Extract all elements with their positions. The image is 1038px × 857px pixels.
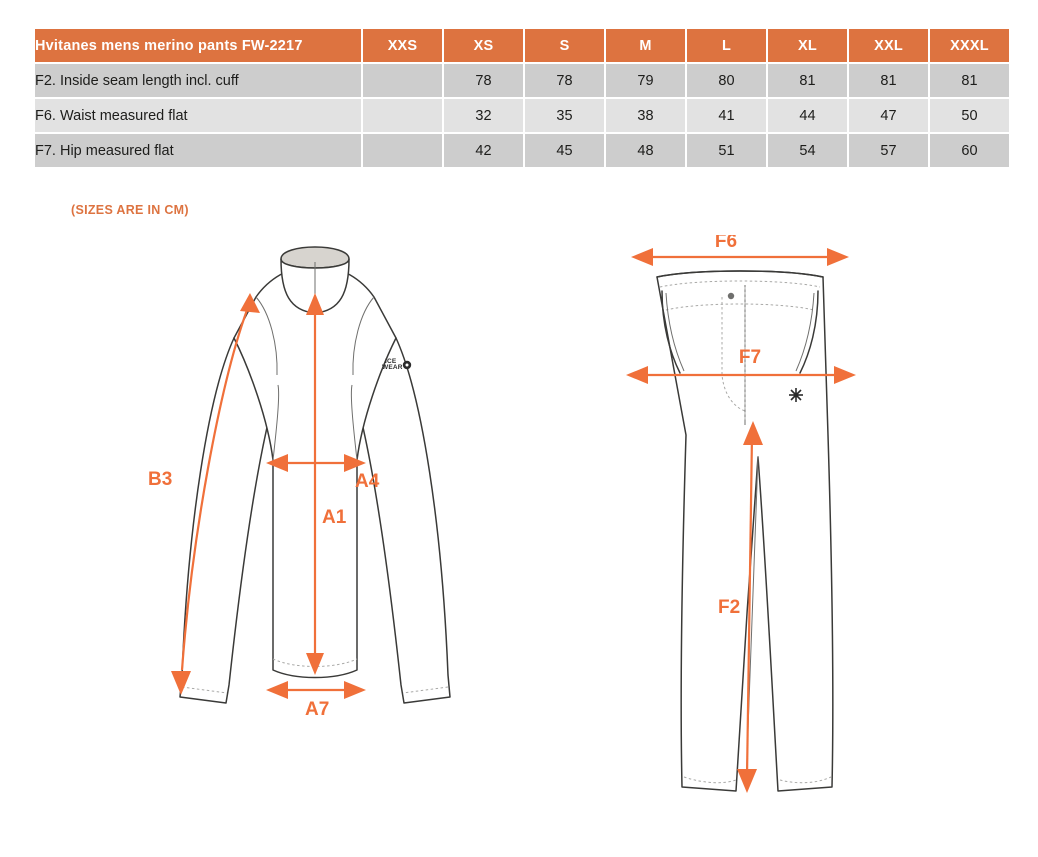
svg-text:ICE: ICE: [385, 358, 397, 365]
measure-a4-label: A4: [355, 471, 380, 492]
measure-a1: A1: [306, 293, 347, 675]
pants-button-icon: [727, 292, 735, 300]
cell-f2-xs: 78: [444, 64, 523, 97]
cell-f6-s: 35: [525, 99, 604, 132]
cell-f6-xl: 44: [768, 99, 847, 132]
cell-f2-xxxl: 81: [930, 64, 1009, 97]
cell-f6-xs: 32: [444, 99, 523, 132]
ice-wear-emblem-center: [405, 363, 409, 367]
cell-f6-xxxl: 50: [930, 99, 1009, 132]
cell-f2-s: 78: [525, 64, 604, 97]
pants-right-pocket-inner: [795, 292, 815, 372]
measure-a7: A7: [266, 681, 366, 720]
table-header-row: Hvitanes mens merino pants FW-2217 XXS X…: [35, 29, 1009, 62]
measurement-label-f7: F7. Hip measured flat: [35, 134, 361, 167]
measure-f2-arrowhead-top: [743, 421, 763, 445]
measure-f6-label: F6: [715, 235, 737, 252]
ice-wear-logo: ICE WEAR: [382, 358, 412, 371]
measure-a1-arrowhead-bottom: [306, 653, 324, 675]
pants-waistband-top: [656, 270, 824, 278]
pants-right-cuff-hem: [779, 776, 832, 784]
svg-text:WEAR: WEAR: [382, 364, 403, 371]
cell-f7-xs: 42: [444, 134, 523, 167]
sweater-left-armhole: [272, 384, 280, 461]
size-header-s: S: [525, 29, 604, 62]
cell-f6-xxs: [363, 99, 442, 132]
table-row: F7. Hip measured flat 42 45 48 51 54 57 …: [35, 134, 1009, 167]
cell-f2-xxs: [363, 64, 442, 97]
measure-b3: B3: [148, 293, 260, 695]
cell-f2-m: 79: [606, 64, 685, 97]
measure-f7-arrowhead-right: [834, 366, 856, 384]
size-chart-table-container: Hvitanes mens merino pants FW-2217 XXS X…: [33, 27, 1010, 169]
size-header-xl: XL: [768, 29, 847, 62]
sizes-unit-note: (SIZES ARE IN CM): [71, 203, 189, 217]
measure-f6-arrowhead-right: [827, 248, 849, 266]
measure-a7-label: A7: [305, 699, 329, 720]
measure-b3-arrowhead-top: [240, 293, 260, 313]
cell-f7-s: 45: [525, 134, 604, 167]
cell-f6-l: 41: [687, 99, 766, 132]
measure-b3-arrowhead-bottom: [171, 671, 191, 695]
cell-f2-xxl: 81: [849, 64, 928, 97]
pants-right-pocket: [799, 290, 819, 374]
sweater-left-yoke-seam: [255, 296, 278, 376]
cell-f7-m: 48: [606, 134, 685, 167]
size-chart-table: Hvitanes mens merino pants FW-2217 XXS X…: [33, 27, 1011, 169]
measure-f6-arrowhead-left: [631, 248, 653, 266]
measure-f7-arrowhead-left: [626, 366, 648, 384]
cell-f6-m: 38: [606, 99, 685, 132]
measure-f7: F7: [626, 347, 856, 384]
pants-waistband-bottom: [659, 280, 821, 288]
sweater-technical-drawing: ICE WEAR B3 A4 A1: [148, 246, 451, 720]
sweater-right-armhole: [350, 384, 358, 461]
cell-f2-xl: 81: [768, 64, 847, 97]
measure-f2-label: F2: [718, 597, 740, 618]
measure-a7-arrowhead-right: [344, 681, 366, 699]
cell-f7-xl: 54: [768, 134, 847, 167]
measure-a1-label: A1: [322, 507, 347, 528]
measure-f2-arrowhead-bottom: [737, 769, 757, 793]
measure-b3-label: B3: [148, 469, 172, 490]
cell-f7-l: 51: [687, 134, 766, 167]
cell-f7-xxxl: 60: [930, 134, 1009, 167]
pants-left-pocket: [661, 290, 681, 374]
measurement-label-f2: F2. Inside seam length incl. cuff: [35, 64, 361, 97]
table-row: F6. Waist measured flat 32 35 38 41 44 4…: [35, 99, 1009, 132]
measure-a7-arrowhead-left: [266, 681, 288, 699]
pants-left-pocket-inner: [665, 292, 685, 372]
measure-a4-arrowhead-left: [266, 454, 288, 472]
size-header-m: M: [606, 29, 685, 62]
cell-f7-xxl: 57: [849, 134, 928, 167]
sweater-right-sleeve: [351, 337, 451, 704]
cell-f6-xxl: 47: [849, 99, 928, 132]
pants-body: [656, 270, 834, 792]
measure-f2-line: [745, 434, 754, 778]
size-header-xs: XS: [444, 29, 523, 62]
snowflake-badge-icon: [789, 388, 803, 402]
measure-f6: F6: [631, 235, 849, 266]
measure-f7-label: F7: [739, 347, 761, 368]
technical-drawings-area: ICE WEAR B3 A4 A1: [0, 235, 1038, 855]
table-title-cell: Hvitanes mens merino pants FW-2217: [35, 29, 361, 62]
size-header-xxxl: XXXL: [930, 29, 1009, 62]
size-header-xxs: XXS: [363, 29, 442, 62]
sweater-right-yoke-seam: [352, 296, 375, 376]
measure-a4-arrowhead-right: [344, 454, 366, 472]
pants-technical-drawing: F6 F7 F2: [626, 235, 856, 793]
measure-b3-line: [180, 309, 249, 671]
pants-fly-stitch: [721, 297, 746, 412]
cell-f2-l: 80: [687, 64, 766, 97]
cell-f7-xxs: [363, 134, 442, 167]
table-row: F2. Inside seam length incl. cuff 78 78 …: [35, 64, 1009, 97]
size-header-l: L: [687, 29, 766, 62]
size-header-xxl: XXL: [849, 29, 928, 62]
measure-f2: F2: [718, 421, 763, 793]
pants-left-cuff-hem: [683, 776, 737, 784]
measure-a1-arrowhead-top: [306, 293, 324, 315]
sweater-left-sleeve: [179, 337, 279, 704]
measurement-label-f6: F6. Waist measured flat: [35, 99, 361, 132]
